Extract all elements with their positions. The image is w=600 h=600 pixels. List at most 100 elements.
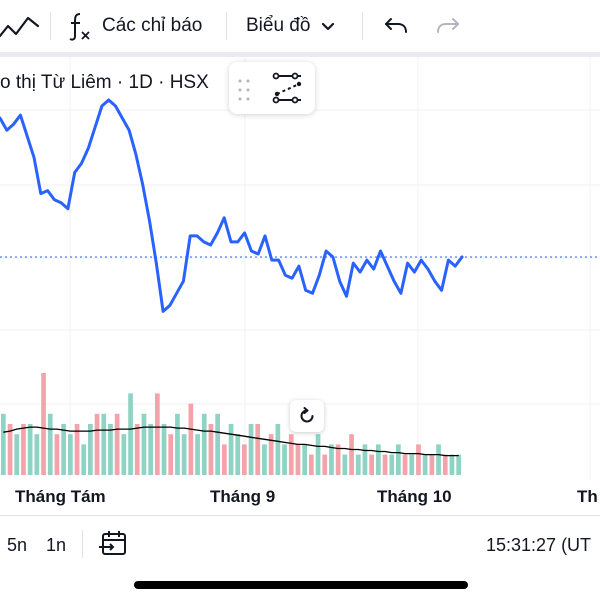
time-display[interactable]: 15:31:27 (UT bbox=[486, 535, 592, 555]
line-chart-icon bbox=[0, 16, 40, 38]
undo-button[interactable] bbox=[382, 6, 410, 46]
indicators-label: Các chỉ báo bbox=[102, 15, 203, 36]
x-tick-label: Tháng 10 bbox=[377, 487, 452, 506]
volume-bar bbox=[101, 413, 107, 475]
volume-bar bbox=[141, 413, 147, 475]
volume-bar bbox=[68, 434, 73, 475]
volume-bar bbox=[376, 444, 381, 475]
volume-bar bbox=[362, 444, 368, 475]
chart-style-button[interactable] bbox=[0, 6, 44, 46]
toolbar-divider bbox=[226, 12, 227, 40]
volume-bar bbox=[275, 424, 281, 475]
volume-bar bbox=[282, 444, 287, 475]
volume-bar bbox=[27, 424, 33, 475]
volume-bar bbox=[94, 413, 100, 475]
volume-ma-line bbox=[3, 426, 459, 457]
volume-bar bbox=[7, 424, 13, 475]
toolbar-divider bbox=[362, 12, 363, 40]
volume-bar bbox=[21, 424, 26, 475]
volume-bar bbox=[148, 424, 153, 475]
redo-icon bbox=[437, 18, 459, 33]
toolbar-separator bbox=[0, 52, 600, 57]
volume-bar bbox=[268, 434, 274, 475]
volume-bar bbox=[342, 454, 348, 475]
volume-bar bbox=[235, 434, 241, 475]
volume-bar bbox=[121, 434, 127, 475]
volume-bar bbox=[389, 454, 395, 475]
drawing-tools-panel bbox=[229, 62, 315, 114]
volume-bar bbox=[349, 434, 354, 475]
symbol-legend[interactable]: o thị Từ Liêm · 1D · HSX bbox=[0, 72, 209, 93]
bottom-bar bbox=[0, 515, 600, 576]
volume-bar bbox=[222, 444, 227, 475]
price-chart bbox=[0, 57, 600, 480]
volume-bar bbox=[288, 434, 294, 475]
volume-bar bbox=[416, 444, 421, 475]
volume-bars bbox=[1, 373, 461, 475]
volume-bar bbox=[195, 434, 200, 475]
reset-chart-button[interactable] bbox=[290, 400, 324, 432]
volume-bar bbox=[442, 454, 448, 475]
volume-bar bbox=[74, 424, 80, 475]
volume-bar bbox=[168, 434, 174, 475]
volume-bar bbox=[262, 444, 267, 475]
function-icon bbox=[69, 13, 90, 41]
chart-type-dropdown[interactable]: Biểu đồ bbox=[246, 6, 340, 46]
volume-bar bbox=[396, 444, 401, 475]
chart-area[interactable] bbox=[0, 57, 600, 515]
volume-bar bbox=[41, 373, 46, 475]
volume-bar bbox=[175, 413, 180, 475]
volume-bar bbox=[114, 413, 120, 475]
home-indicator bbox=[134, 581, 468, 589]
volume-bar bbox=[369, 454, 374, 475]
volume-bar bbox=[201, 413, 207, 475]
volume-bar bbox=[228, 424, 234, 475]
volume-bar bbox=[315, 434, 321, 475]
volume-bar bbox=[302, 444, 307, 475]
volume-bar bbox=[402, 454, 408, 475]
volume-bar bbox=[429, 454, 435, 475]
go-to-date-icon[interactable] bbox=[99, 528, 129, 558]
range-5d-button[interactable]: 5n bbox=[7, 535, 28, 555]
indicators-button[interactable]: Các chỉ báo bbox=[66, 6, 202, 46]
volume-bar bbox=[456, 454, 461, 475]
volume-bar bbox=[134, 424, 140, 475]
volume-bar bbox=[242, 444, 247, 475]
x-tick-label: Tháng Tám bbox=[15, 487, 106, 506]
rotate-icon bbox=[300, 407, 314, 423]
volume-bar bbox=[255, 424, 261, 475]
volume-bar bbox=[61, 424, 66, 475]
undo-icon bbox=[385, 18, 407, 33]
volume-bar bbox=[47, 413, 53, 475]
volume-bar bbox=[54, 434, 60, 475]
volume-bar bbox=[155, 393, 160, 475]
bottom-divider bbox=[82, 530, 83, 558]
chart-type-label: Biểu đồ bbox=[246, 15, 311, 36]
volume-bar bbox=[322, 454, 328, 475]
volume-bar bbox=[1, 413, 6, 475]
volume-bar bbox=[108, 424, 113, 475]
volume-bar bbox=[128, 393, 133, 475]
redo-button[interactable] bbox=[434, 6, 462, 46]
volume-bar bbox=[409, 454, 415, 475]
chevron-down-icon bbox=[322, 22, 335, 31]
trend-tools-icon[interactable] bbox=[269, 70, 305, 106]
x-tick-label: Th bbox=[577, 487, 598, 506]
volume-bar bbox=[161, 424, 167, 475]
range-1d-button[interactable]: 1n bbox=[46, 535, 67, 555]
volume-bar bbox=[295, 444, 301, 475]
x-tick-label: Tháng 9 bbox=[210, 487, 276, 506]
toolbar-divider bbox=[50, 12, 51, 40]
volume-bar bbox=[188, 403, 194, 475]
chart-grid bbox=[0, 57, 600, 480]
volume-bar bbox=[14, 434, 20, 475]
volume-bar bbox=[81, 444, 87, 475]
volume-bar bbox=[248, 424, 254, 475]
volume-bar bbox=[181, 434, 187, 475]
volume-bar bbox=[208, 424, 214, 475]
volume-bar bbox=[355, 454, 361, 475]
volume-bar bbox=[449, 454, 455, 475]
volume-bar bbox=[215, 413, 220, 475]
drag-handle-icon[interactable] bbox=[237, 78, 251, 102]
volume-bar bbox=[309, 454, 314, 475]
